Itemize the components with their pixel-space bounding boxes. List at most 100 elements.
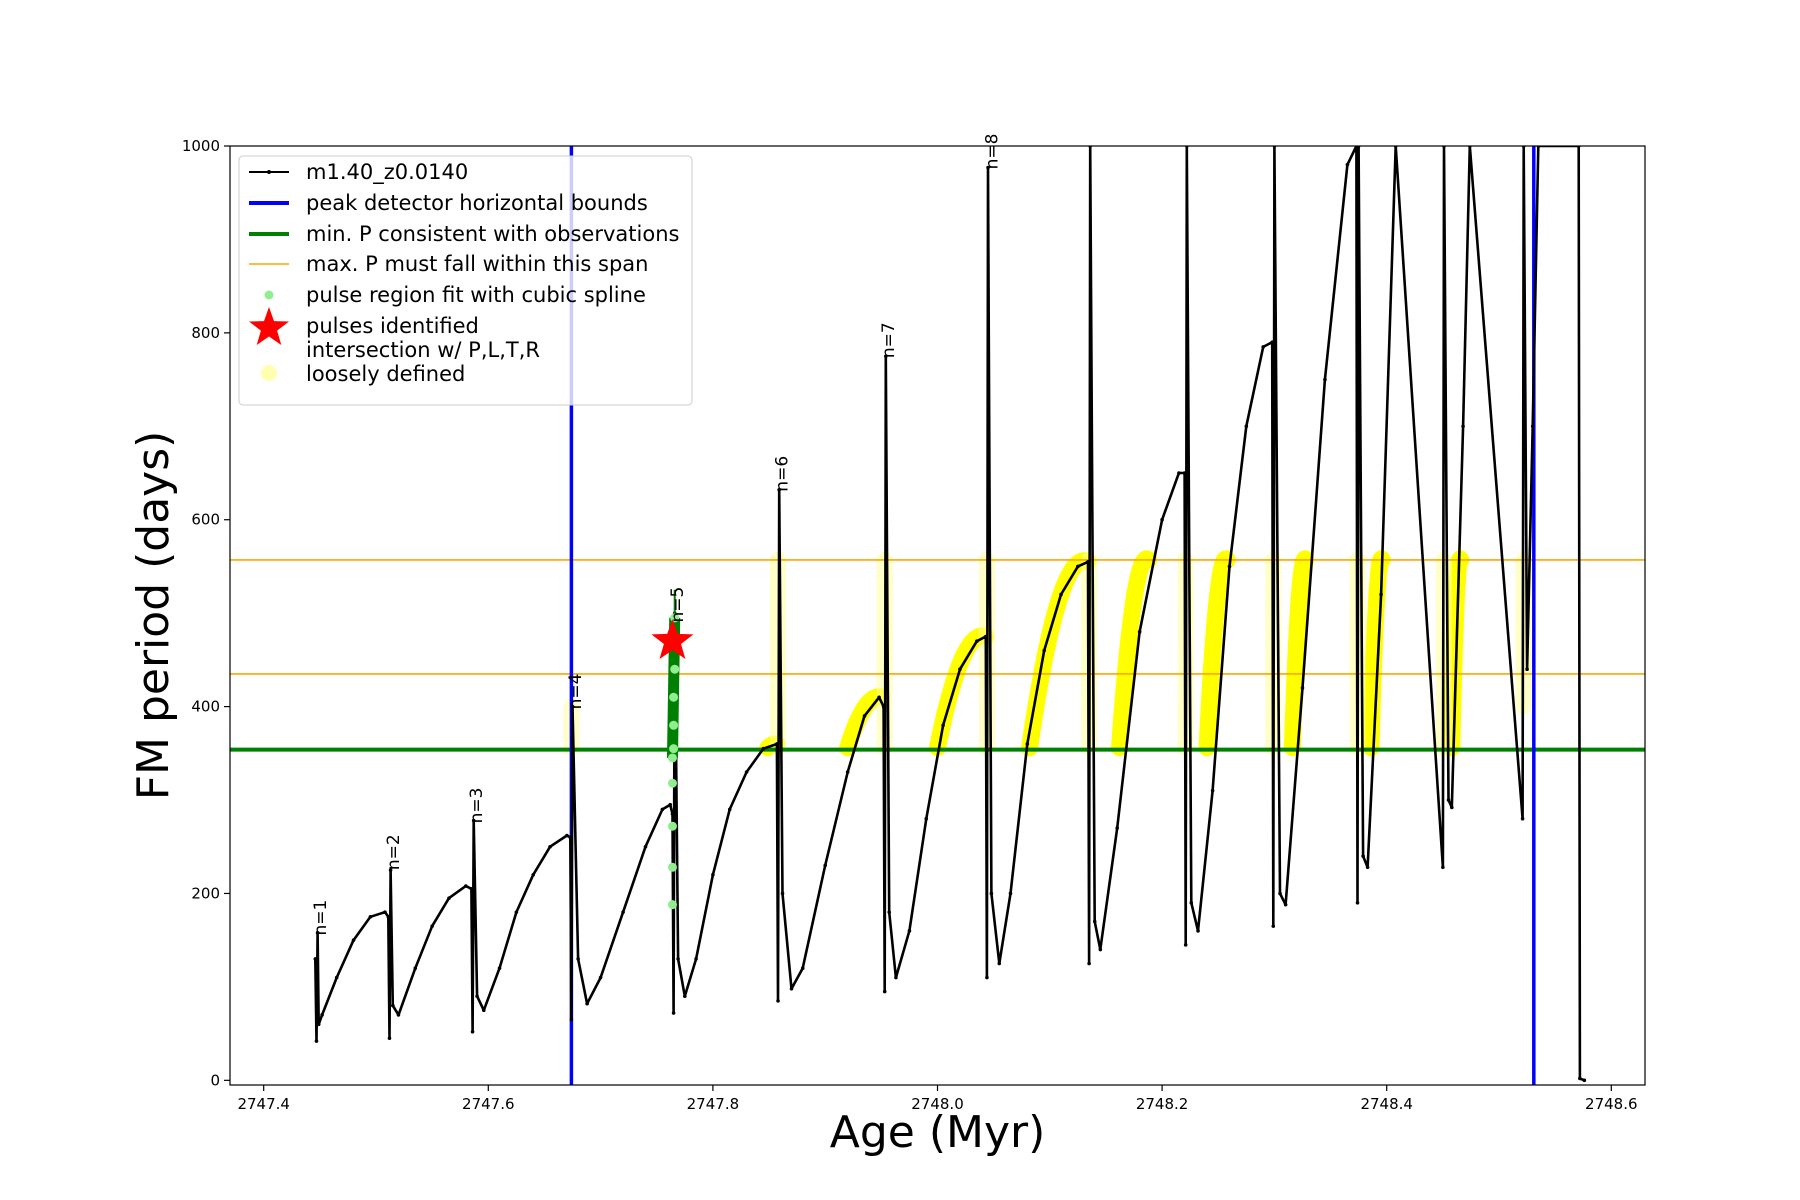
series-point: [531, 872, 536, 877]
series-point: [315, 930, 320, 935]
series-point: [447, 896, 451, 900]
series-point: [470, 1029, 475, 1034]
series-point: [386, 915, 391, 919]
series-point: [676, 957, 680, 961]
legend-label: min. P consistent with observations: [306, 222, 679, 246]
pulse-identified-star: [651, 619, 694, 659]
legend-box: [238, 155, 693, 406]
series-point: [986, 165, 990, 170]
legend-label: m1.40_z0.0140: [306, 160, 468, 185]
legend-handle-dot: [267, 170, 271, 174]
x-tick-label: 2747.6: [462, 1095, 515, 1113]
series-point: [368, 915, 373, 919]
series-point: [660, 807, 665, 812]
pulse-label: n=5: [668, 587, 688, 623]
pulse-label: n=4: [566, 674, 586, 710]
series-point: [924, 816, 929, 821]
series-point: [469, 886, 474, 891]
series-point: [351, 938, 356, 942]
series-point: [776, 999, 780, 1003]
legend-label: max. P must fall within this span: [306, 252, 648, 276]
series-point: [482, 1008, 486, 1013]
spline-fit-point: [667, 753, 677, 763]
series-point: [761, 746, 766, 751]
y-tick-label: 800: [191, 324, 220, 342]
series-point: [396, 1013, 401, 1017]
series-point: [1271, 924, 1276, 928]
x-axis-label: Age (Myr): [830, 1107, 1046, 1158]
series-point: [514, 910, 519, 914]
series-point: [1355, 901, 1360, 905]
x-tick-label: 2747.4: [237, 1095, 290, 1113]
series-point: [1300, 686, 1305, 690]
series-point: [314, 1039, 319, 1043]
spline-fit-point: [667, 862, 677, 872]
series-point: [1361, 854, 1365, 858]
series-point: [997, 961, 1002, 966]
series-point: [497, 966, 502, 971]
intersection-segment: [929, 627, 995, 757]
y-tick-label: 400: [191, 698, 220, 716]
intersection-segment: [839, 688, 890, 757]
series-point: [983, 634, 988, 639]
series-point: [313, 957, 318, 961]
series-point: [1520, 816, 1525, 821]
series-point: [548, 844, 552, 849]
x-tick-label: 2748.6: [1585, 1095, 1638, 1113]
series-point: [985, 975, 989, 980]
pulse-label: n=1: [311, 900, 331, 936]
series-point: [334, 975, 339, 980]
series-point: [1076, 564, 1080, 569]
series-point: [694, 957, 698, 961]
y-axis-label: FM period (days): [128, 431, 179, 801]
y-tick-label: 1000: [182, 137, 220, 155]
series-point: [387, 1036, 392, 1041]
series-point: [711, 872, 715, 877]
spline-fit-point: [669, 744, 679, 754]
series-point: [775, 742, 779, 746]
series-point: [1059, 592, 1063, 597]
series-point: [1115, 826, 1119, 830]
series-point: [1227, 564, 1232, 569]
series-point: [894, 975, 898, 980]
series-point: [789, 986, 794, 991]
series-point: [975, 639, 979, 643]
pulse-label: n=2: [384, 834, 404, 870]
series-point: [391, 1003, 395, 1008]
spline-fit-point: [667, 778, 677, 788]
pulse-label: n=3: [467, 788, 487, 824]
legend-label: loosely defined: [306, 362, 465, 386]
series-point: [1530, 424, 1535, 429]
series-point: [464, 884, 468, 888]
series-point: [1210, 788, 1215, 793]
x-tick-label: 2748.0: [911, 1095, 964, 1113]
legend-label: peak detector horizontal bounds: [306, 191, 648, 215]
series-point: [823, 863, 827, 868]
legend-label: pulse region fit with cubic spline: [306, 283, 646, 307]
spline-fit-point: [667, 821, 677, 831]
series-point: [1196, 929, 1200, 933]
series-point: [388, 868, 393, 872]
series-point: [800, 966, 805, 971]
y-tick-label: 0: [210, 1071, 220, 1089]
plot-inner: [230, 146, 1645, 1085]
series-point: [1323, 377, 1327, 382]
series-point: [1278, 891, 1282, 896]
series-point: [475, 994, 479, 999]
series-point: [1160, 517, 1164, 522]
series-point: [1446, 798, 1451, 802]
series-point: [598, 975, 603, 980]
series-point: [668, 802, 673, 807]
series-point: [621, 910, 625, 914]
y-tick-label: 200: [191, 884, 220, 902]
series-point: [1450, 805, 1454, 810]
series-point: [777, 488, 781, 492]
series-point: [744, 770, 749, 774]
series-point: [727, 807, 732, 812]
series-point: [430, 924, 434, 928]
series-point: [570, 704, 575, 709]
series-point: [320, 1013, 324, 1017]
series-point: [1283, 902, 1288, 907]
spline-fit-point: [667, 900, 677, 910]
intersection-segment: [1110, 550, 1158, 757]
